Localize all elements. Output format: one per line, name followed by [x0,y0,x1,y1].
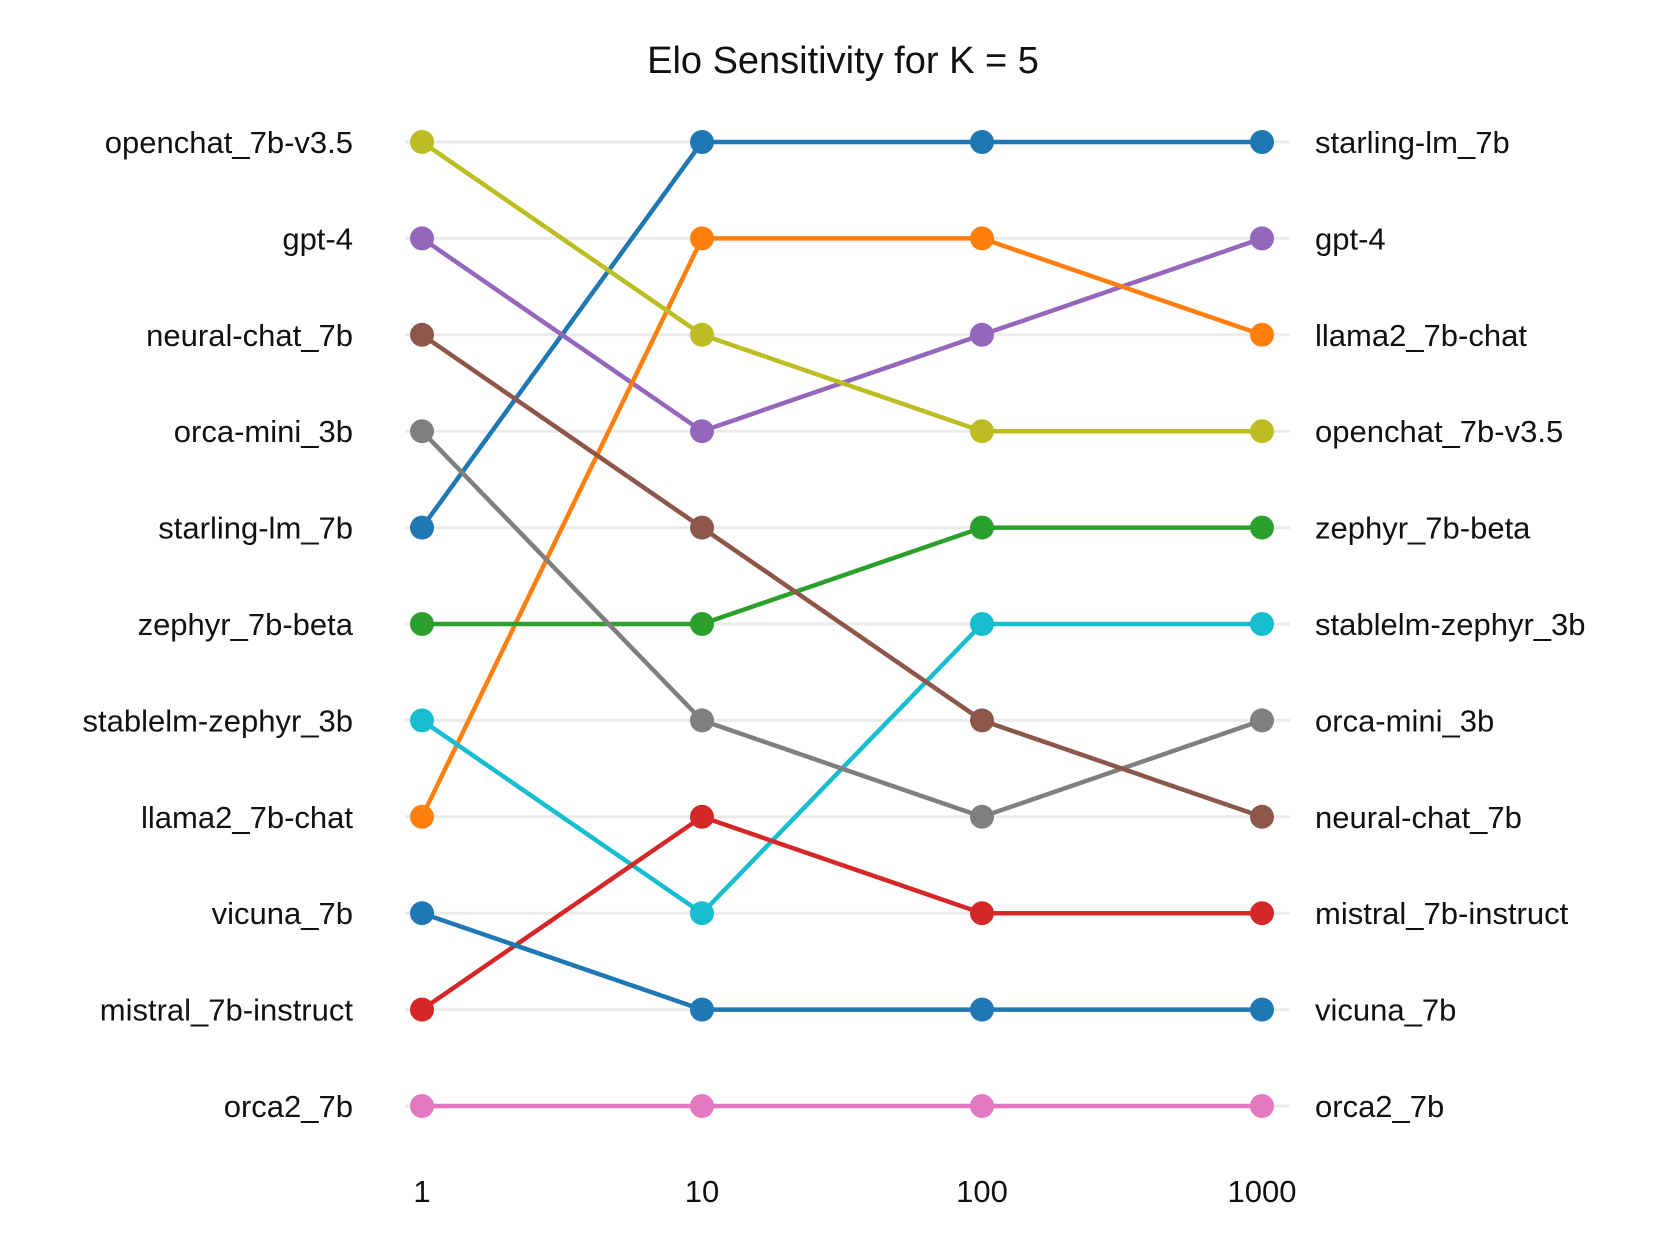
point-orca-mini-3b-x1000 [1250,708,1274,733]
point-stablelm-zephyr-3b-x1 [410,708,434,733]
x-tick-1000: 1000 [1228,1174,1297,1209]
point-starling-lm-7b-x1000 [1250,130,1274,154]
point-mistral-7b-instruct-x10 [690,804,714,829]
point-zephyr-7b-beta-x1 [410,612,434,636]
x-tick-1: 1 [413,1174,430,1209]
right-label-rank-8: neural-chat_7b [1315,800,1522,835]
point-gpt-4-x1000 [1250,226,1274,251]
right-label-rank-4: openchat_7b-v3.5 [1315,414,1563,449]
point-orca2-7b-x10 [690,1094,714,1118]
point-openchat-7b-v3-5-x100 [970,419,994,444]
left-label-rank-6: zephyr_7b-beta [138,607,354,642]
point-orca2-7b-x100 [970,1094,994,1118]
right-label-rank-7: orca-mini_3b [1315,703,1494,738]
left-label-rank-2: gpt-4 [282,221,353,256]
point-vicuna-7b-x10 [690,997,714,1022]
point-zephyr-7b-beta-x10 [690,612,714,636]
left-label-rank-3: neural-chat_7b [146,318,353,353]
series-line-llama2-7b-chat [419,236,1265,820]
point-orca-mini-3b-x10 [690,708,714,733]
series-line-openchat-7b-v3-5 [419,139,1265,434]
point-llama2-7b-chat-x10 [690,226,714,251]
point-openchat-7b-v3-5-x10 [690,322,714,347]
point-zephyr-7b-beta-x1000 [1250,515,1274,540]
point-vicuna-7b-x1000 [1250,997,1274,1022]
right-rank-labels: starling-lm_7b gpt-4 llama2_7b-chatopencha… [1315,125,1586,1124]
left-label-rank-7: stablelm-zephyr_3b [82,703,353,738]
left-label-rank-8: llama2_7b-chat [141,800,353,835]
x-axis-ticks: 1 10 100 1000 [413,1174,1296,1209]
point-orca2-7b-x1000 [1250,1094,1274,1118]
x-tick-100: 100 [956,1174,1008,1209]
point-stablelm-zephyr-3b-x10 [690,901,714,926]
x-tick-10: 10 [685,1174,719,1209]
point-gpt-4-x1 [410,226,434,251]
point-starling-lm-7b-x10 [690,130,714,154]
right-label-rank-10: vicuna_7b [1315,993,1456,1028]
point-llama2-7b-chat-x1 [410,804,434,829]
point-starling-lm-7b-x100 [970,130,994,154]
point-mistral-7b-instruct-x100 [970,901,994,926]
point-neural-chat-7b-x100 [970,708,994,733]
point-gpt-4-x10 [690,419,714,444]
left-label-rank-1: openchat_7b-v3.5 [105,125,353,160]
point-neural-chat-7b-x1 [410,322,434,347]
left-label-rank-9: vicuna_7b [212,896,353,931]
left-label-rank-10: mistral_7b-instruct [100,993,354,1028]
point-llama2-7b-chat-x100 [970,226,994,251]
right-label-rank-5: zephyr_7b-beta [1315,511,1531,546]
point-vicuna-7b-x1 [410,901,434,926]
series-lines [419,139,1265,1109]
series-line-mistral-7b-instruct [419,814,1265,1012]
point-llama2-7b-chat-x1000 [1250,322,1274,347]
point-orca2-7b-x1 [410,1094,434,1118]
right-label-rank-2: gpt-4 [1315,221,1386,256]
point-neural-chat-7b-x10 [690,515,714,540]
series-line-zephyr-7b-beta [419,525,1265,627]
point-stablelm-zephyr-3b-x100 [970,612,994,636]
point-openchat-7b-v3-5-x1 [410,130,434,154]
point-orca-mini-3b-x1 [410,419,434,444]
point-mistral-7b-instruct-x1 [410,997,434,1022]
chart-title: Elo Sensitivity for K = 5 [647,40,1039,82]
point-openchat-7b-v3-5-x1000 [1250,419,1274,444]
point-gpt-4-x100 [970,322,994,347]
right-label-rank-9: mistral_7b-instruct [1315,896,1569,931]
left-rank-labels: openchat_7b-v3.5 gpt-4 neural-chat_7b orca-… [82,125,353,1124]
series-line-vicuna-7b [419,910,1265,1012]
point-mistral-7b-instruct-x1000 [1250,901,1274,926]
series-line-neural-chat-7b [419,332,1265,820]
point-neural-chat-7b-x1000 [1250,804,1274,829]
point-vicuna-7b-x100 [970,997,994,1022]
right-label-rank-6: stablelm-zephyr_3b [1315,607,1586,642]
left-label-rank-5: starling-lm_7b [158,511,353,546]
right-label-rank-3: llama2_7b-chat [1315,318,1527,353]
point-stablelm-zephyr-3b-x1000 [1250,612,1274,636]
right-label-rank-1: starling-lm_7b [1315,125,1510,160]
point-starling-lm-7b-x1 [410,515,434,540]
series-points [410,130,1274,1118]
right-label-rank-11: orca2_7b [1315,1089,1444,1124]
point-zephyr-7b-beta-x100 [970,515,994,540]
left-label-rank-4: orca-mini_3b [174,414,353,449]
point-orca-mini-3b-x100 [970,804,994,829]
left-label-rank-11: orca2_7b [224,1089,353,1124]
